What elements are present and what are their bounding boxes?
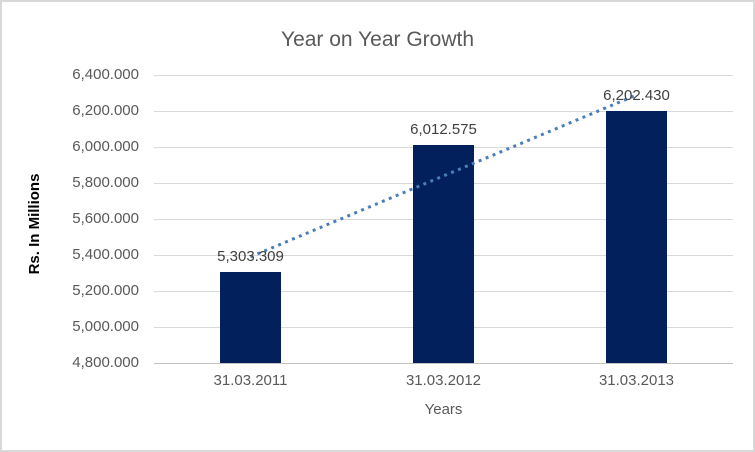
trendline xyxy=(249,93,638,259)
bar-data-label: 6,202.430 xyxy=(603,86,670,104)
y-tick-label: 5,600.000 xyxy=(72,210,139,227)
gridline xyxy=(154,111,733,112)
y-tick-label: 5,000.000 xyxy=(72,318,139,335)
gridline xyxy=(154,75,733,76)
y-tick-label: 5,200.000 xyxy=(72,282,139,299)
y-tick-label: 6,000.000 xyxy=(72,138,139,155)
y-tick-label: 5,800.000 xyxy=(72,174,139,191)
plot-area: 4,800.000 5,000.000 5,200.000 5,400.000 5,60… xyxy=(72,66,733,389)
x-tick-label: 31.03.2011 xyxy=(213,372,288,389)
bar-data-label: 6,012.575 xyxy=(410,120,477,138)
x-axis-line xyxy=(154,363,733,364)
x-tick-label: 31.03.2013 xyxy=(598,372,675,389)
x-tick-label: 31.03.2012 xyxy=(405,372,482,389)
bar xyxy=(220,272,281,363)
y-tick-label: 6,400.000 xyxy=(72,66,139,83)
chart-title: Year on Year Growth xyxy=(280,28,475,51)
y-tick-label: 4,800.000 xyxy=(72,354,139,371)
bar xyxy=(413,144,474,363)
x-axis-title: Years xyxy=(424,401,463,418)
bar xyxy=(606,110,667,363)
bar-data-label: 5,303.309 xyxy=(217,248,284,266)
y-tick-label: 5,400.000 xyxy=(72,246,139,263)
y-tick-label: 6,200.000 xyxy=(72,102,139,119)
